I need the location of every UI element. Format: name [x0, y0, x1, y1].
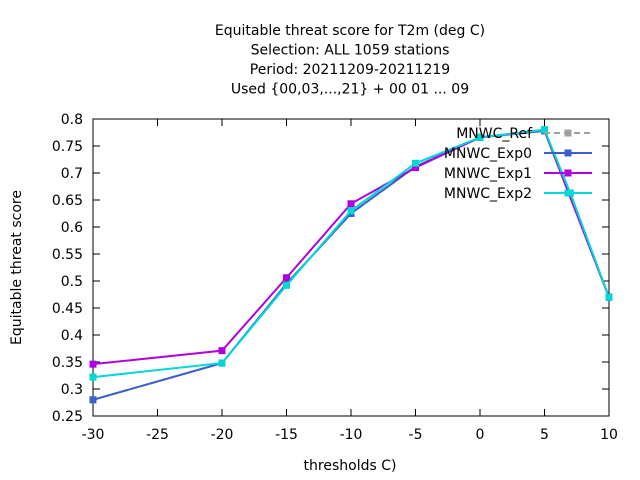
data-point [283, 281, 290, 289]
data-point [89, 360, 97, 368]
y-tick-label: 0.5 [61, 274, 83, 290]
legend-item-MNWC_Ref: MNWC_Ref [456, 126, 592, 142]
x-tick-label: 10 [600, 427, 618, 443]
data-point [541, 126, 548, 134]
title-line: Equitable threat score for T2m (deg C) [215, 23, 485, 39]
x-tick-label: -20 [211, 427, 234, 443]
series-MNWC_Exp1 [89, 126, 613, 368]
legend-item-MNWC_Exp1: MNWC_Exp1 [444, 166, 592, 182]
legend-label: MNWC_Exp2 [444, 186, 532, 202]
legend-swatch-marker [564, 189, 572, 197]
legend-label: MNWC_Exp0 [444, 146, 532, 162]
y-tick-label: 0.6 [61, 220, 83, 236]
y-tick-label: 0.3 [61, 382, 83, 398]
legend-swatch-marker [564, 129, 572, 137]
x-tick-label: -10 [340, 427, 363, 443]
y-tick-label: 0.55 [52, 247, 83, 263]
title-line: Period: 20211209-20211219 [250, 62, 450, 78]
x-tick-label: 0 [476, 427, 485, 443]
data-point [347, 207, 355, 215]
legend-swatch-marker [564, 169, 572, 177]
x-axis-label: thresholds C) [304, 458, 397, 474]
data-point [218, 347, 226, 355]
series-line [92, 128, 610, 366]
data-point [412, 159, 419, 167]
data-point [89, 396, 97, 404]
series-MNWC_Exp2 [89, 126, 613, 381]
y-axis: 0.25 0.3 0.35 0.4 0.45 0.5 0.55 0.6 0.65 0.7 0.75 0… [52, 112, 609, 425]
y-tick-label: 0.45 [52, 301, 83, 317]
y-tick-label: 0.65 [52, 193, 83, 209]
title-line: Used {00,03,...,21} + 00 01 ... 09 [231, 82, 469, 98]
y-axis-label: Equitable threat score [9, 190, 25, 345]
data-point [412, 164, 419, 172]
legend-item-MNWC_Exp0: MNWC_Exp0 [444, 146, 592, 162]
data-point [283, 274, 290, 282]
y-tick-label: 0.25 [52, 409, 83, 425]
title-line: Selection: ALL 1059 stations [251, 43, 450, 59]
x-tick-label: -5 [409, 427, 423, 443]
x-tick-label: -25 [146, 427, 169, 443]
series-group [89, 126, 613, 404]
data-point [605, 293, 613, 301]
y-tick-label: 0.4 [61, 328, 83, 344]
data-point [218, 359, 226, 367]
legend-label: MNWC_Exp1 [444, 166, 532, 182]
series-MNWC_Ref [89, 127, 613, 404]
data-point [89, 373, 97, 381]
legend-item-MNWC_Exp2: MNWC_Exp2 [444, 186, 592, 202]
y-tick-label: 0.7 [61, 166, 83, 182]
x-tick-label: 5 [540, 427, 549, 443]
y-tick-label: 0.35 [52, 355, 83, 371]
x-tick-label: -30 [82, 427, 105, 443]
x-axis: -30 -25 -20 -15 -10 -5 0 5 10 [82, 119, 618, 443]
y-tick-label: 0.75 [52, 139, 83, 155]
legend-label: MNWC_Ref [456, 126, 533, 142]
y-tick-label: 0.8 [61, 112, 83, 128]
data-point [347, 200, 355, 208]
x-tick-label: -15 [275, 427, 298, 443]
plot-frame [92, 118, 610, 417]
data-point [476, 133, 484, 141]
legend: MNWC_Ref MNWC_Exp0 MNWC_Exp1 MNWC_Exp2 [444, 126, 592, 202]
legend-swatch-marker [564, 149, 572, 157]
series-MNWC_Exp0 [89, 127, 613, 404]
chart-title: Equitable threat score for T2m (deg C) Se… [215, 23, 485, 98]
